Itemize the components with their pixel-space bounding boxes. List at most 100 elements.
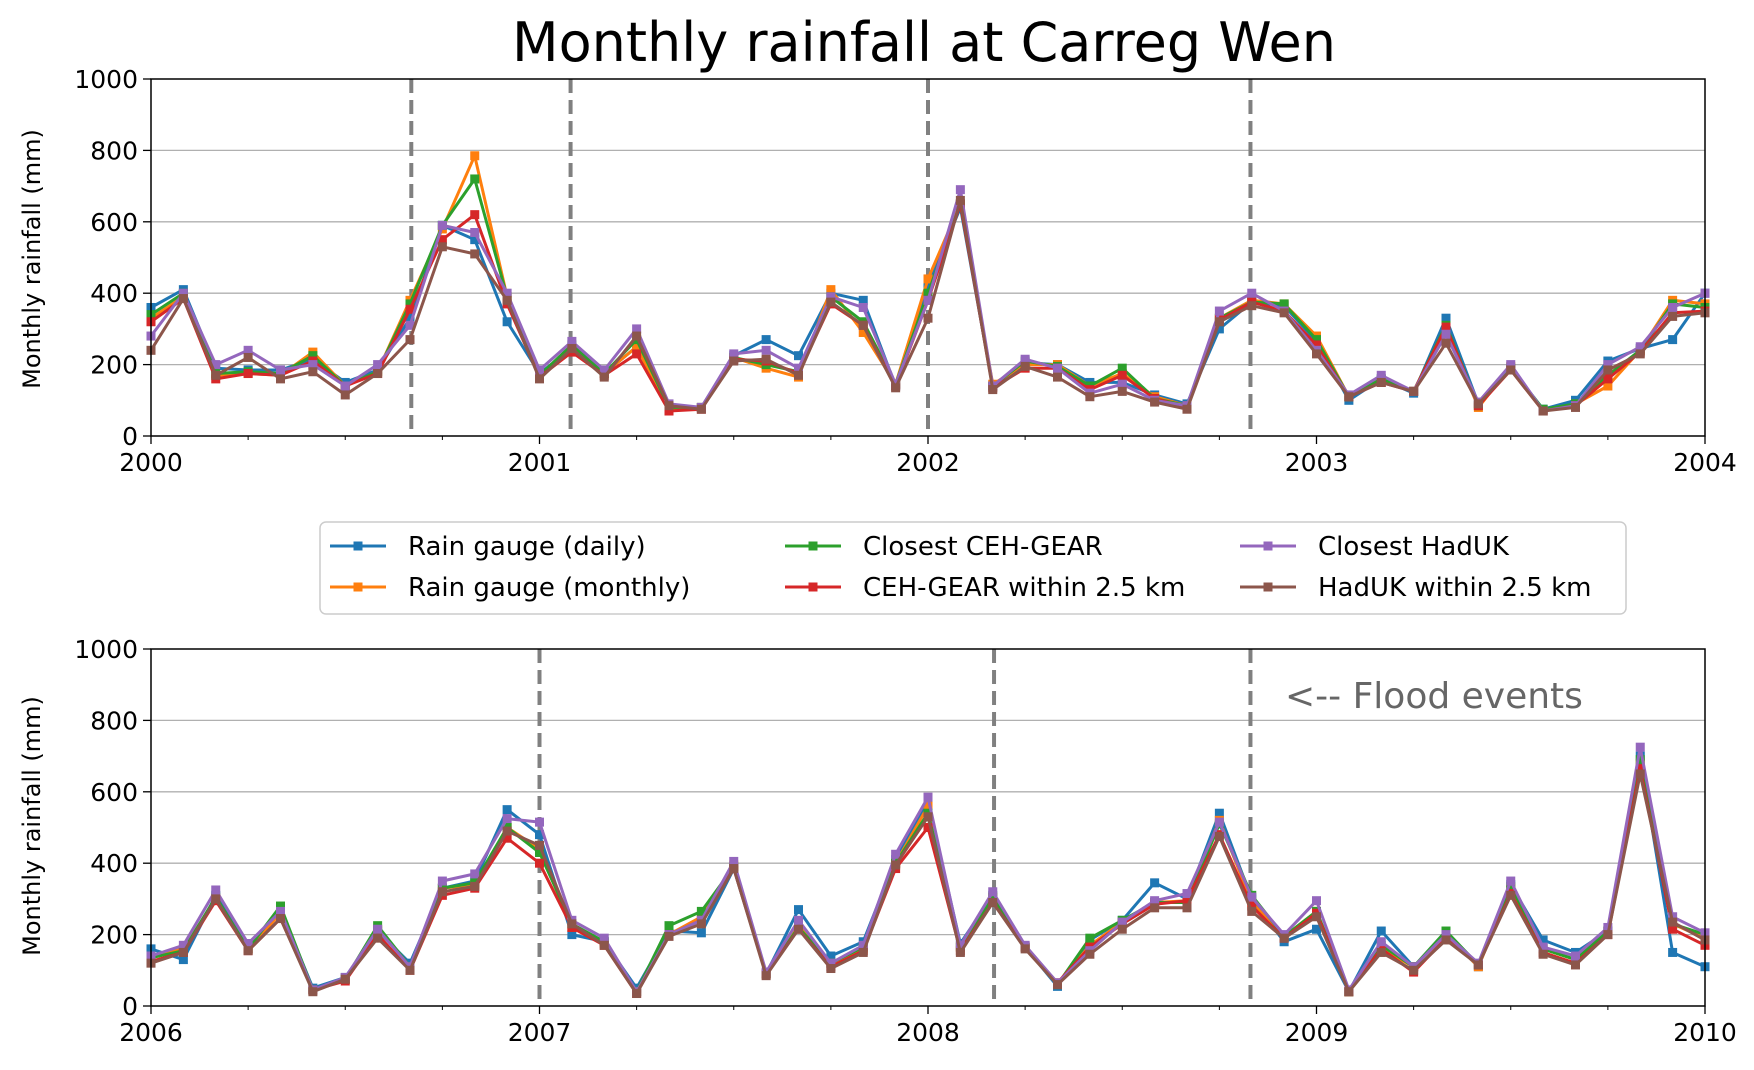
top-data-point (405, 313, 415, 323)
top-data-point (1635, 342, 1645, 352)
bottom-data-point (1409, 965, 1419, 975)
bottom-panel: 2006 2007 2008 2009 2010 0 200 400 600 800 1000 M… (18, 635, 1737, 1047)
bottom-data-point (696, 928, 706, 938)
top-data-point (1117, 370, 1127, 380)
bottom-data-point (178, 940, 188, 950)
bottom-data-point (1538, 935, 1548, 945)
bottom-data-point (405, 965, 415, 975)
top-data-point (1344, 392, 1354, 402)
top-x-tick-label: 2002 (896, 448, 960, 477)
top-data-point (632, 342, 642, 352)
bottom-data-point (437, 876, 447, 886)
bottom-data-point (1117, 917, 1127, 927)
bottom-data-point (988, 897, 998, 907)
bottom-data-point (243, 946, 253, 956)
bottom-data-point (729, 856, 739, 866)
top-data-point (1214, 324, 1224, 334)
bottom-x-tick-label: 2010 (1673, 1018, 1737, 1047)
top-data-point (988, 385, 998, 395)
bottom-data-point (891, 849, 901, 859)
top-data-point (340, 390, 350, 400)
bottom-data-point (178, 955, 188, 965)
legend-item: Closest CEH-GEAR (785, 532, 1103, 562)
top-data-point (761, 354, 771, 364)
bottom-data-point (535, 840, 544, 850)
bottom-data-point (1473, 960, 1483, 970)
top-data-point (1279, 308, 1289, 318)
top-data-point (858, 327, 868, 337)
top-x-tick-label: 2000 (119, 448, 183, 477)
top-data-point (1376, 377, 1386, 387)
bottom-data-point (340, 974, 350, 984)
bottom-y-tick-label: 1000 (74, 635, 138, 664)
bottom-data-point (599, 933, 609, 943)
top-data-point (1247, 288, 1257, 298)
bottom-data-point (1376, 926, 1386, 936)
bottom-data-point (955, 947, 965, 957)
legend-swatch-marker (1263, 541, 1273, 551)
top-data-point (1668, 302, 1678, 312)
bottom-data-point (243, 939, 253, 949)
top-y-axis: 0 200 400 600 800 1000 (74, 65, 151, 451)
top-data-point (1603, 381, 1613, 391)
bottom-data-point (1214, 817, 1224, 827)
top-data-point (405, 320, 415, 330)
top-data-point (632, 324, 642, 334)
bottom-data-point (1247, 901, 1257, 911)
top-data-point (599, 365, 609, 375)
top-data-point (826, 297, 836, 307)
top-data-point (599, 372, 609, 382)
top-data-point (502, 295, 512, 305)
bottom-data-point (502, 833, 512, 843)
bottom-y-tick-label: 800 (90, 706, 138, 735)
top-data-point (470, 174, 480, 184)
top-data-point (1117, 363, 1127, 373)
bottom-data-point (276, 914, 285, 924)
bottom-data-point (1247, 892, 1257, 902)
bottom-data-point (502, 805, 512, 815)
bottom-data-point (794, 924, 803, 934)
bottom-data-point (276, 906, 285, 916)
legend-swatch-marker (353, 541, 363, 551)
bottom-data-point (567, 919, 577, 929)
bottom-data-point (1182, 889, 1192, 899)
bottom-data-point (1085, 933, 1095, 943)
top-data-point (1020, 361, 1030, 371)
bottom-data-point (1668, 917, 1678, 927)
legend: Rain gauge (daily) Rain gauge (monthly) Cl… (319, 521, 1627, 615)
legend-label: CEH-GEAR within 2.5 km (863, 573, 1185, 603)
bottom-y-tick-label: 200 (90, 921, 138, 950)
top-data-point (826, 285, 836, 295)
top-data-point (243, 352, 253, 362)
top-data-point (470, 249, 480, 259)
top-data-point (567, 336, 577, 346)
bottom-x-tick-label: 2006 (119, 1018, 183, 1047)
top-data-point (470, 210, 480, 220)
bottom-data-point (988, 887, 998, 897)
top-data-point (1279, 299, 1289, 309)
bottom-data-point (502, 826, 512, 836)
chart-title: Monthly rainfall at Carreg Wen (512, 11, 1336, 74)
top-data-point (437, 220, 447, 230)
top-data-point (858, 302, 868, 312)
top-data-point (1538, 406, 1548, 416)
top-panel: 2000 2001 2002 2003 2004 0 200 400 600 800 1000 M… (18, 65, 1737, 477)
top-data-point (405, 335, 415, 345)
top-data-point (373, 360, 383, 370)
top-data-point (1473, 399, 1483, 409)
top-data-point (1150, 397, 1160, 407)
top-data-point (1214, 317, 1224, 327)
top-data-point (1312, 349, 1321, 359)
top-data-point (502, 317, 512, 327)
bottom-y-tick-label: 600 (90, 778, 138, 807)
bottom-data-point (535, 858, 544, 868)
bottom-data-point (599, 940, 609, 950)
bottom-data-point (1603, 930, 1613, 940)
top-data-point (923, 281, 933, 291)
bottom-data-point (1571, 951, 1580, 961)
bottom-flood-lines (537, 649, 1253, 1006)
top-data-point (1441, 322, 1451, 332)
bottom-data-point (664, 931, 674, 941)
top-data-point (794, 351, 803, 361)
bottom-data-point (1020, 944, 1030, 954)
